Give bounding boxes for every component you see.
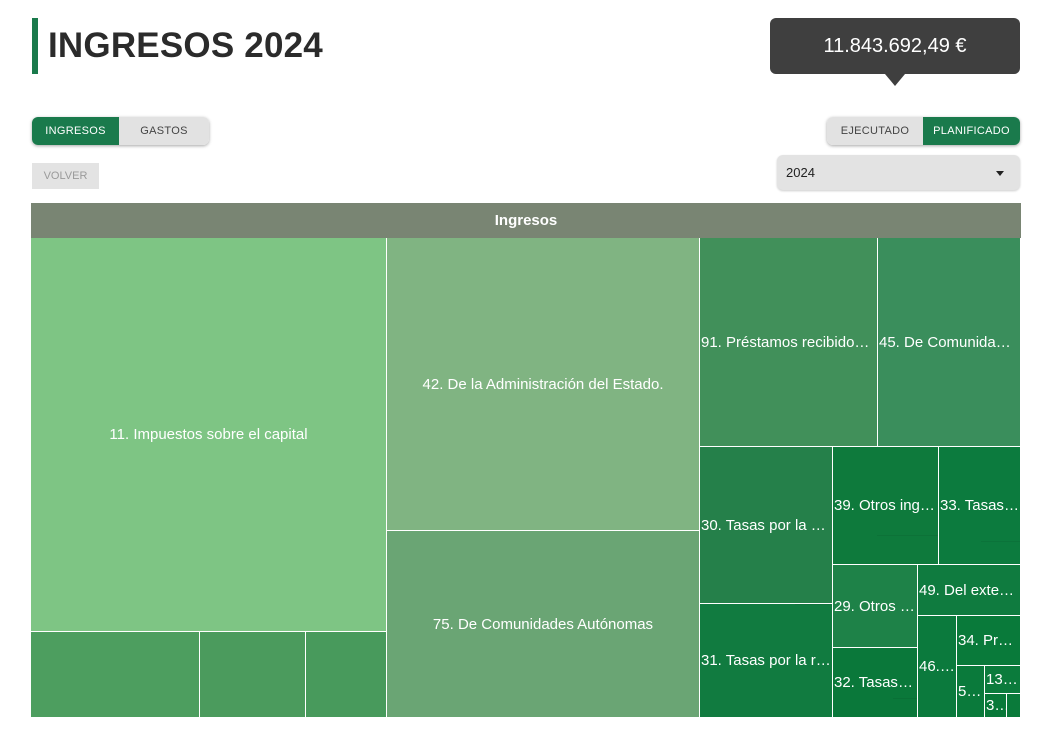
treemap-tile-label: 75. De Comunidades Autónomas [432,615,654,633]
treemap-root-header[interactable]: Ingresos [31,203,1021,238]
gastos-button[interactable]: GASTOS [119,117,209,145]
treemap-tile[interactable]: 75. De Comunidades Autónomas [387,531,700,718]
income-expense-toggle: INGRESOS GASTOS [32,117,209,145]
treemap-tile[interactable]: 11. Impuestos sobre el capital [31,238,387,632]
treemap-tile-label: 29. Otros impuestos [834,597,917,615]
treemap-tile[interactable]: 3. Tasas [985,694,1007,718]
treemap-tile[interactable] [1007,694,1021,718]
treemap-tile-label: 42. De la Administración del Estado. [422,375,664,393]
treemap-tile[interactable] [306,632,387,718]
treemap-tile-label: 39. Otros ingresos [834,497,938,514]
ejecutado-button[interactable]: EJECUTADO [827,117,923,145]
treemap-tile[interactable]: 32. Tasas por otros servicios [833,648,918,718]
planificado-button[interactable]: PLANIFICADO [923,117,1020,145]
treemap-tile[interactable] [31,632,200,718]
title-accent-bar [32,18,38,74]
total-amount: 11.843.692,49 € [823,34,967,57]
tooltip-pointer [885,74,905,86]
chevron-down-icon [996,171,1004,176]
treemap-tile-label: 33. Tasas por la utilización privativa [940,497,1020,514]
treemap-tile[interactable]: 46. De Entidades Locales [918,616,957,718]
treemap-tile[interactable]: 29. Otros impuestos [833,565,918,648]
year-select-value: 2024 [786,165,815,180]
treemap-tile[interactable]: 33. Tasas por la utilización privativa [939,447,1021,565]
treemap-subtile [795,604,832,717]
treemap-tile[interactable]: 31. Tasas por la realización de activida… [700,604,833,718]
treemap-tile-label: 13. Impuestos [986,671,1020,688]
treemap-tile-label: 32. Tasas por otros servicios [834,674,917,691]
treemap-tile-label: 46. De Entidades Locales [919,658,956,675]
executed-planned-toggle: EJECUTADO PLANIFICADO [827,117,1020,145]
year-select[interactable]: 2024 [777,155,1020,190]
treemap-tile[interactable] [200,632,306,718]
treemap-tile-label: 34. Precios públicos [958,632,1020,649]
treemap-tile-label: 30. Tasas por la prestación de servicios [701,516,832,534]
treemap-tile-label: 3. Tasas [986,697,1006,714]
treemap-tile-label: 91. Préstamos recibidos en euros [701,333,877,351]
treemap-tile[interactable]: 13. Impuestos [985,666,1021,694]
treemap-tile[interactable]: 42. De la Administración del Estado. [387,238,700,531]
treemap-tile[interactable]: 55. Productos de concesiones [957,666,985,718]
treemap-tile[interactable]: 45. De Comunidades Autónomas [878,238,1021,447]
treemap-tile-label: 45. De Comunidades Autónomas [879,333,1020,351]
page-title: INGRESOS 2024 [48,26,323,65]
treemap-tile[interactable]: 30. Tasas por la prestación de servicios [700,447,833,604]
treemap-subtile [877,535,938,564]
treemap-subtile [981,541,1020,564]
treemap-tile[interactable]: 91. Préstamos recibidos en euros [700,238,878,447]
treemap-tile-label: 49. Del exterior [919,581,1020,599]
volver-button[interactable]: VOLVER [32,163,99,189]
treemap-tile-label: 55. Productos de concesiones [958,683,984,700]
treemap-root-label: Ingresos [494,212,558,229]
total-amount-tooltip: 11.843.692,49 € [770,18,1020,74]
ingresos-button[interactable]: INGRESOS [32,117,119,145]
treemap-tile[interactable]: 34. Precios públicos [957,616,1021,666]
treemap-tile[interactable]: 49. Del exterior [918,565,1021,616]
treemap-tile-label: 11. Impuestos sobre el capital [109,426,308,443]
treemap: 11. Impuestos sobre el capital 42. De la… [31,238,1021,718]
treemap-subtile [893,698,917,717]
treemap-tile[interactable]: 39. Otros ingresos [833,447,939,565]
